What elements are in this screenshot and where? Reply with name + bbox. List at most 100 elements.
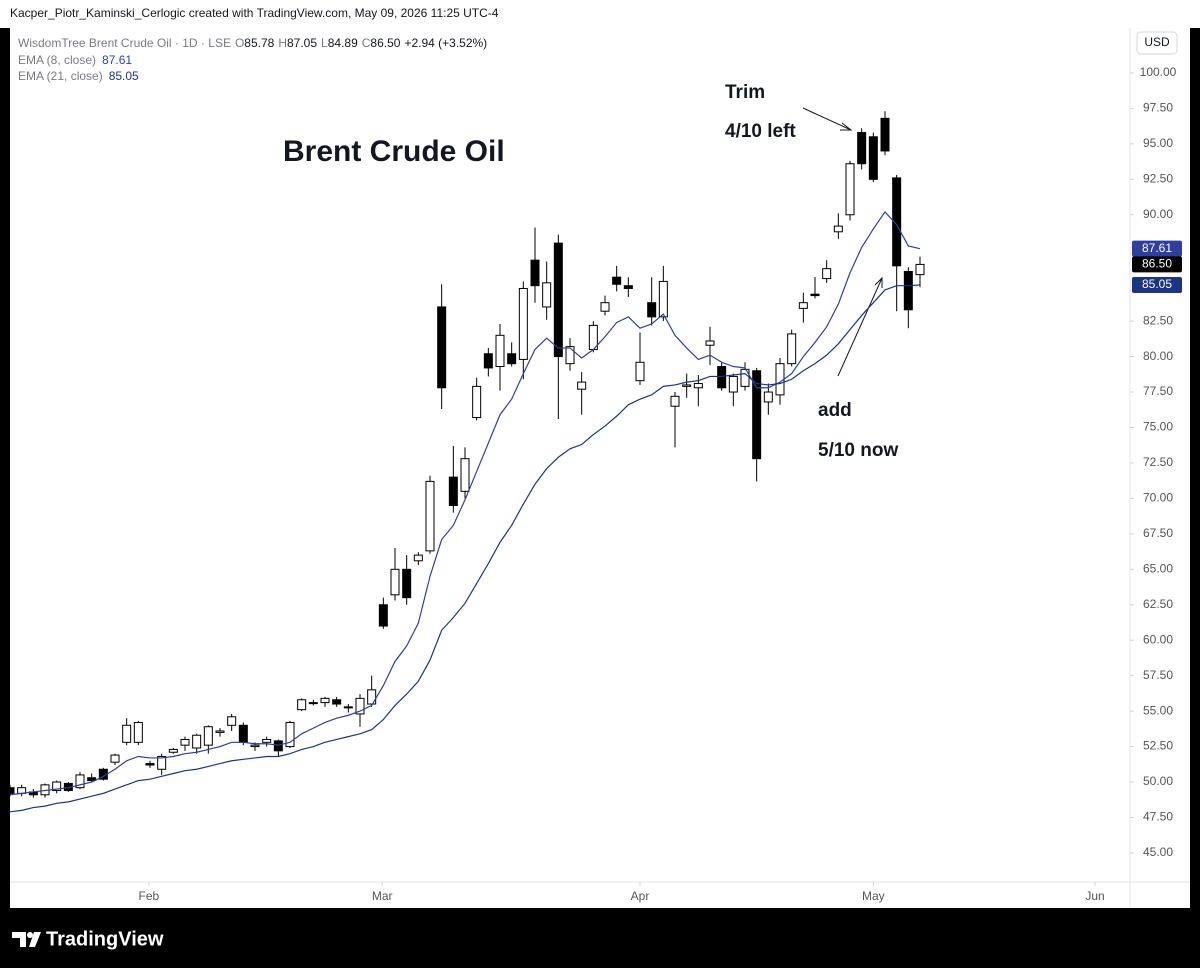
ohlc-value: 85.78 [244,36,274,50]
candle-body [215,730,225,733]
y-tick-label: 67.50 [1143,526,1173,540]
candle-body [367,689,377,705]
candle-body [145,763,155,766]
candle-body [647,302,657,318]
ohlc-key: H [278,36,287,50]
candle-body [437,306,447,389]
ema-line [10,210,921,796]
candle-body [297,699,307,711]
arrow [802,107,852,131]
ohlc-key: L [321,36,328,50]
ema-price-box-label: 87.61 [1142,241,1172,255]
candle-body [740,368,750,387]
symbol: WisdomTree Brent Crude Oil · 1D · LSE [18,36,231,50]
legend-line: WisdomTree Brent Crude Oil · 1D · LSE O85… [18,36,487,50]
candle-body [868,136,878,180]
candle-body [52,781,62,792]
y-tick-label: 47.50 [1143,810,1173,824]
candle-body [542,282,552,308]
legend-entry: EMA (8, close) 87.61 [18,53,132,67]
arrow [837,277,883,377]
y-tick-label: 72.50 [1143,455,1173,469]
ema-price-box [1132,240,1182,257]
candle-body [227,716,237,726]
candle-body [332,699,342,705]
ema-line [10,284,921,813]
candle-body [180,738,190,746]
candle-body [472,385,482,419]
candle-body [903,270,913,311]
y-tick-label: 45.00 [1143,845,1173,859]
candle-body [705,340,715,346]
y-tick-label: 62.50 [1143,597,1173,611]
y-tick-label: 57.50 [1143,668,1173,682]
currency-button[interactable] [1136,31,1178,55]
ohlc-value: 86.50 [370,36,400,50]
candle-body [413,554,423,562]
candle-body [810,293,820,297]
candle-body [110,754,120,763]
chart-panel [10,28,1190,908]
candle-body [915,263,925,276]
y-tick-label: 55.00 [1143,703,1173,717]
y-tick-label: 60.00 [1143,632,1173,646]
ohlc-value: 84.89 [328,36,358,50]
x-tick-label: Jun [1085,889,1104,903]
chart-title: Brent Crude Oil [283,135,505,168]
candle-body [518,288,528,360]
ema-price-box-label: 85.05 [1142,277,1172,291]
logo-mark [12,932,26,947]
candle-body [75,774,85,789]
candle-body [507,353,517,365]
footer [0,908,1200,968]
annotation: add [818,400,852,421]
y-tick-label: 92.50 [1143,171,1173,185]
candle-body [670,395,680,407]
candle-body [168,748,178,753]
candle-body [495,334,505,368]
brand: TradingView [46,928,164,950]
candle-body [250,744,260,748]
candle-body [682,384,692,387]
candle-body [87,777,97,782]
plot [10,111,925,813]
attribution: Kacper_Piotr_Kaminski_Cerlogic created w… [10,6,499,20]
candle-body [378,604,388,627]
candle-body [262,738,272,743]
logo [12,932,41,947]
y-tick-label: 50.00 [1143,774,1173,788]
arrows [802,107,883,377]
last-price-box [1132,256,1182,273]
candle-body [238,724,248,743]
ohlc-value: 87.05 [287,36,317,50]
x-tick-label: Apr [631,889,650,903]
candle-body [203,726,213,746]
candle-body [845,163,855,216]
x-tick-label: Feb [138,889,159,903]
candle-body [775,363,785,396]
legend-name: EMA (21, close) [18,69,103,83]
last-price-box-label: 86.50 [1142,257,1172,271]
y-tick-label: 77.50 [1143,384,1173,398]
change: +2.94 (+3.52%) [404,36,487,50]
candle-body [693,383,703,389]
candle-body [122,724,132,743]
ema-price-box [1132,276,1182,293]
candle-body [308,702,318,705]
legend-value: 85.05 [109,69,139,83]
candle-body [448,476,458,506]
top-bar [0,0,1200,28]
annotation: 5/10 now [818,440,898,461]
candle-body [623,285,633,290]
candle-body [798,302,808,309]
y-tick-label: 52.50 [1143,739,1173,753]
candle-body [635,361,645,382]
legend-entry: EMA (21, close) 85.05 [18,69,139,83]
candle-body [553,242,563,358]
candle-body [343,706,353,709]
candle-body [717,366,727,389]
arrow-head [874,276,883,288]
legend-name: EMA (8, close) [18,53,96,67]
candle-body [833,225,843,233]
